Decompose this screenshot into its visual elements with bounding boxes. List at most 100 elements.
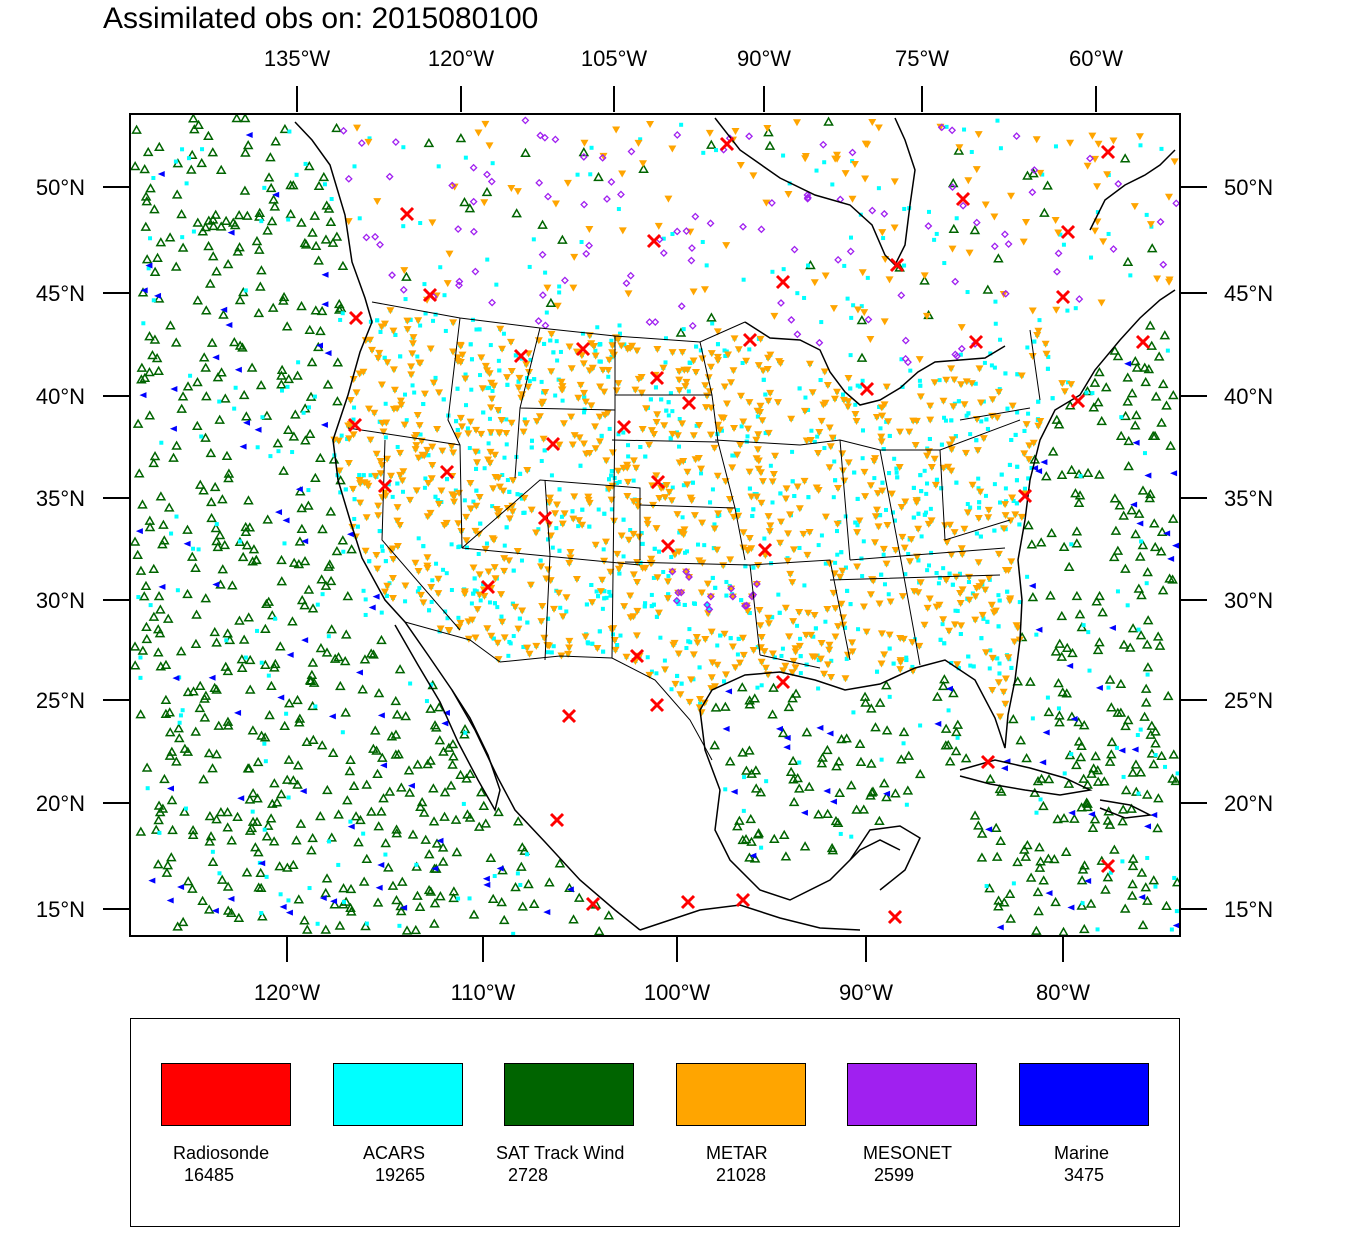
metar-point: [910, 588, 919, 596]
sat-wind-point: [251, 816, 263, 827]
metar-point: [428, 443, 437, 451]
acars-point: [549, 473, 554, 478]
acars-point: [611, 632, 616, 637]
acars-point: [455, 386, 460, 391]
metar-point: [736, 441, 745, 449]
acars-point: [589, 583, 594, 588]
acars-point: [676, 602, 681, 607]
acars-point: [476, 552, 481, 557]
sat-wind-point: [283, 373, 295, 384]
sat-wind-point: [232, 811, 243, 821]
mesonet-point: [371, 232, 380, 241]
acars-point: [601, 547, 606, 552]
metar-point: [890, 224, 899, 232]
sat-wind-point: [278, 291, 290, 302]
acars-point: [710, 321, 715, 326]
sat-wind-point: [435, 891, 446, 901]
sat-wind-point: [1142, 566, 1153, 577]
sat-wind-point: [403, 765, 415, 775]
acars-point: [524, 376, 529, 381]
sat-wind-point: [418, 807, 430, 817]
sat-wind-point: [455, 769, 466, 779]
sat-wind-point: [517, 901, 529, 911]
sat-wind-point: [141, 196, 153, 206]
metar-point: [362, 514, 371, 522]
acars-point: [352, 516, 357, 521]
acars-point: [984, 417, 989, 422]
acars-point: [361, 831, 366, 836]
sat-wind-point: [1104, 674, 1116, 684]
metar-point: [915, 356, 924, 364]
mesonet-point: [487, 177, 496, 186]
acars-point: [1144, 212, 1149, 217]
metar-point: [897, 503, 906, 511]
sat-wind-point: [425, 886, 437, 896]
acars-point: [186, 156, 191, 161]
metar-point: [826, 443, 835, 451]
sat-wind-point: [480, 818, 492, 828]
sat-wind-point: [1045, 590, 1056, 600]
metar-point: [673, 511, 682, 519]
sat-wind-point: [139, 372, 151, 383]
sat-wind-point: [259, 732, 271, 742]
acars-point: [966, 579, 971, 584]
marine-point: [1042, 729, 1050, 736]
sat-wind-point: [1094, 590, 1105, 601]
sat-wind-point: [241, 411, 252, 421]
sat-wind-point: [239, 114, 251, 123]
acars-point: [918, 723, 923, 728]
sat-wind-point: [1078, 773, 1089, 783]
sat-wind-point: [222, 665, 234, 676]
acars-point: [881, 236, 886, 241]
metar-point: [795, 642, 804, 650]
metar-point: [683, 468, 692, 476]
acars-point: [747, 486, 752, 491]
metar-point: [466, 480, 475, 488]
metar-point: [805, 529, 814, 537]
metar-point: [633, 347, 642, 355]
acars-point: [911, 485, 916, 490]
sat-wind-point: [274, 861, 285, 871]
acars-point: [596, 594, 601, 599]
acars-point: [607, 426, 612, 431]
sat-wind-point: [270, 136, 281, 146]
acars-point: [588, 172, 593, 177]
sat-wind-point: [248, 544, 260, 554]
mesonet-point: [580, 200, 589, 209]
metar-point: [956, 600, 965, 608]
metar-point: [546, 494, 555, 502]
metar-point: [473, 606, 482, 614]
acars-point: [985, 426, 990, 431]
sat-wind-point: [1054, 717, 1065, 727]
mesonet-point: [535, 178, 544, 187]
metar-point: [489, 485, 498, 493]
acars-point: [557, 284, 562, 289]
sat-wind-point: [136, 362, 148, 372]
sat-wind-point: [153, 590, 165, 601]
metar-point: [843, 651, 852, 659]
acars-point: [618, 633, 623, 638]
acars-point: [485, 257, 490, 262]
metar-point: [1001, 512, 1010, 520]
sat-wind-point: [859, 691, 871, 701]
metar-point: [554, 589, 563, 597]
sat-wind-point: [194, 680, 206, 690]
metar-point: [930, 455, 939, 463]
metar-point: [710, 525, 719, 533]
acars-point: [653, 385, 658, 390]
metar-point: [617, 532, 626, 540]
sat-wind-point: [448, 751, 459, 761]
sat-wind-point: [337, 899, 349, 909]
metar-point: [800, 407, 809, 415]
acars-point: [138, 655, 143, 660]
sat-wind-point: [1162, 690, 1174, 701]
metar-point: [537, 563, 546, 571]
sat-wind-point: [348, 780, 360, 790]
metar-point: [948, 245, 957, 253]
metar-point: [1066, 139, 1075, 147]
sat-wind-point: [261, 410, 273, 420]
sat-wind-point: [788, 774, 799, 784]
metar-point: [896, 666, 905, 674]
acars-point: [899, 357, 904, 362]
mesonet-point: [687, 256, 696, 265]
